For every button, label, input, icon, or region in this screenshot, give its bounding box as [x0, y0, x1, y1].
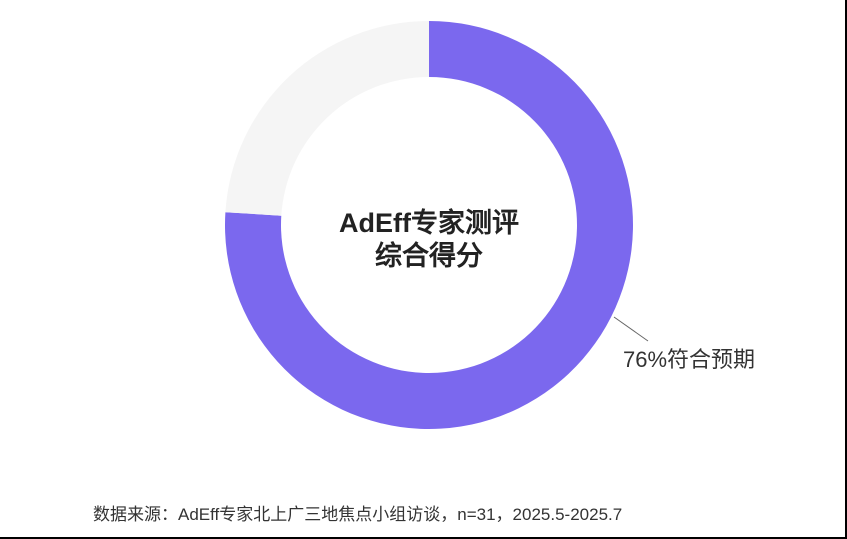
svg-text:76%符合预期: 76%符合预期	[623, 347, 755, 372]
svg-text:综合得分: 综合得分	[375, 240, 483, 271]
svg-text:AdEff专家测评: AdEff专家测评	[339, 207, 519, 238]
